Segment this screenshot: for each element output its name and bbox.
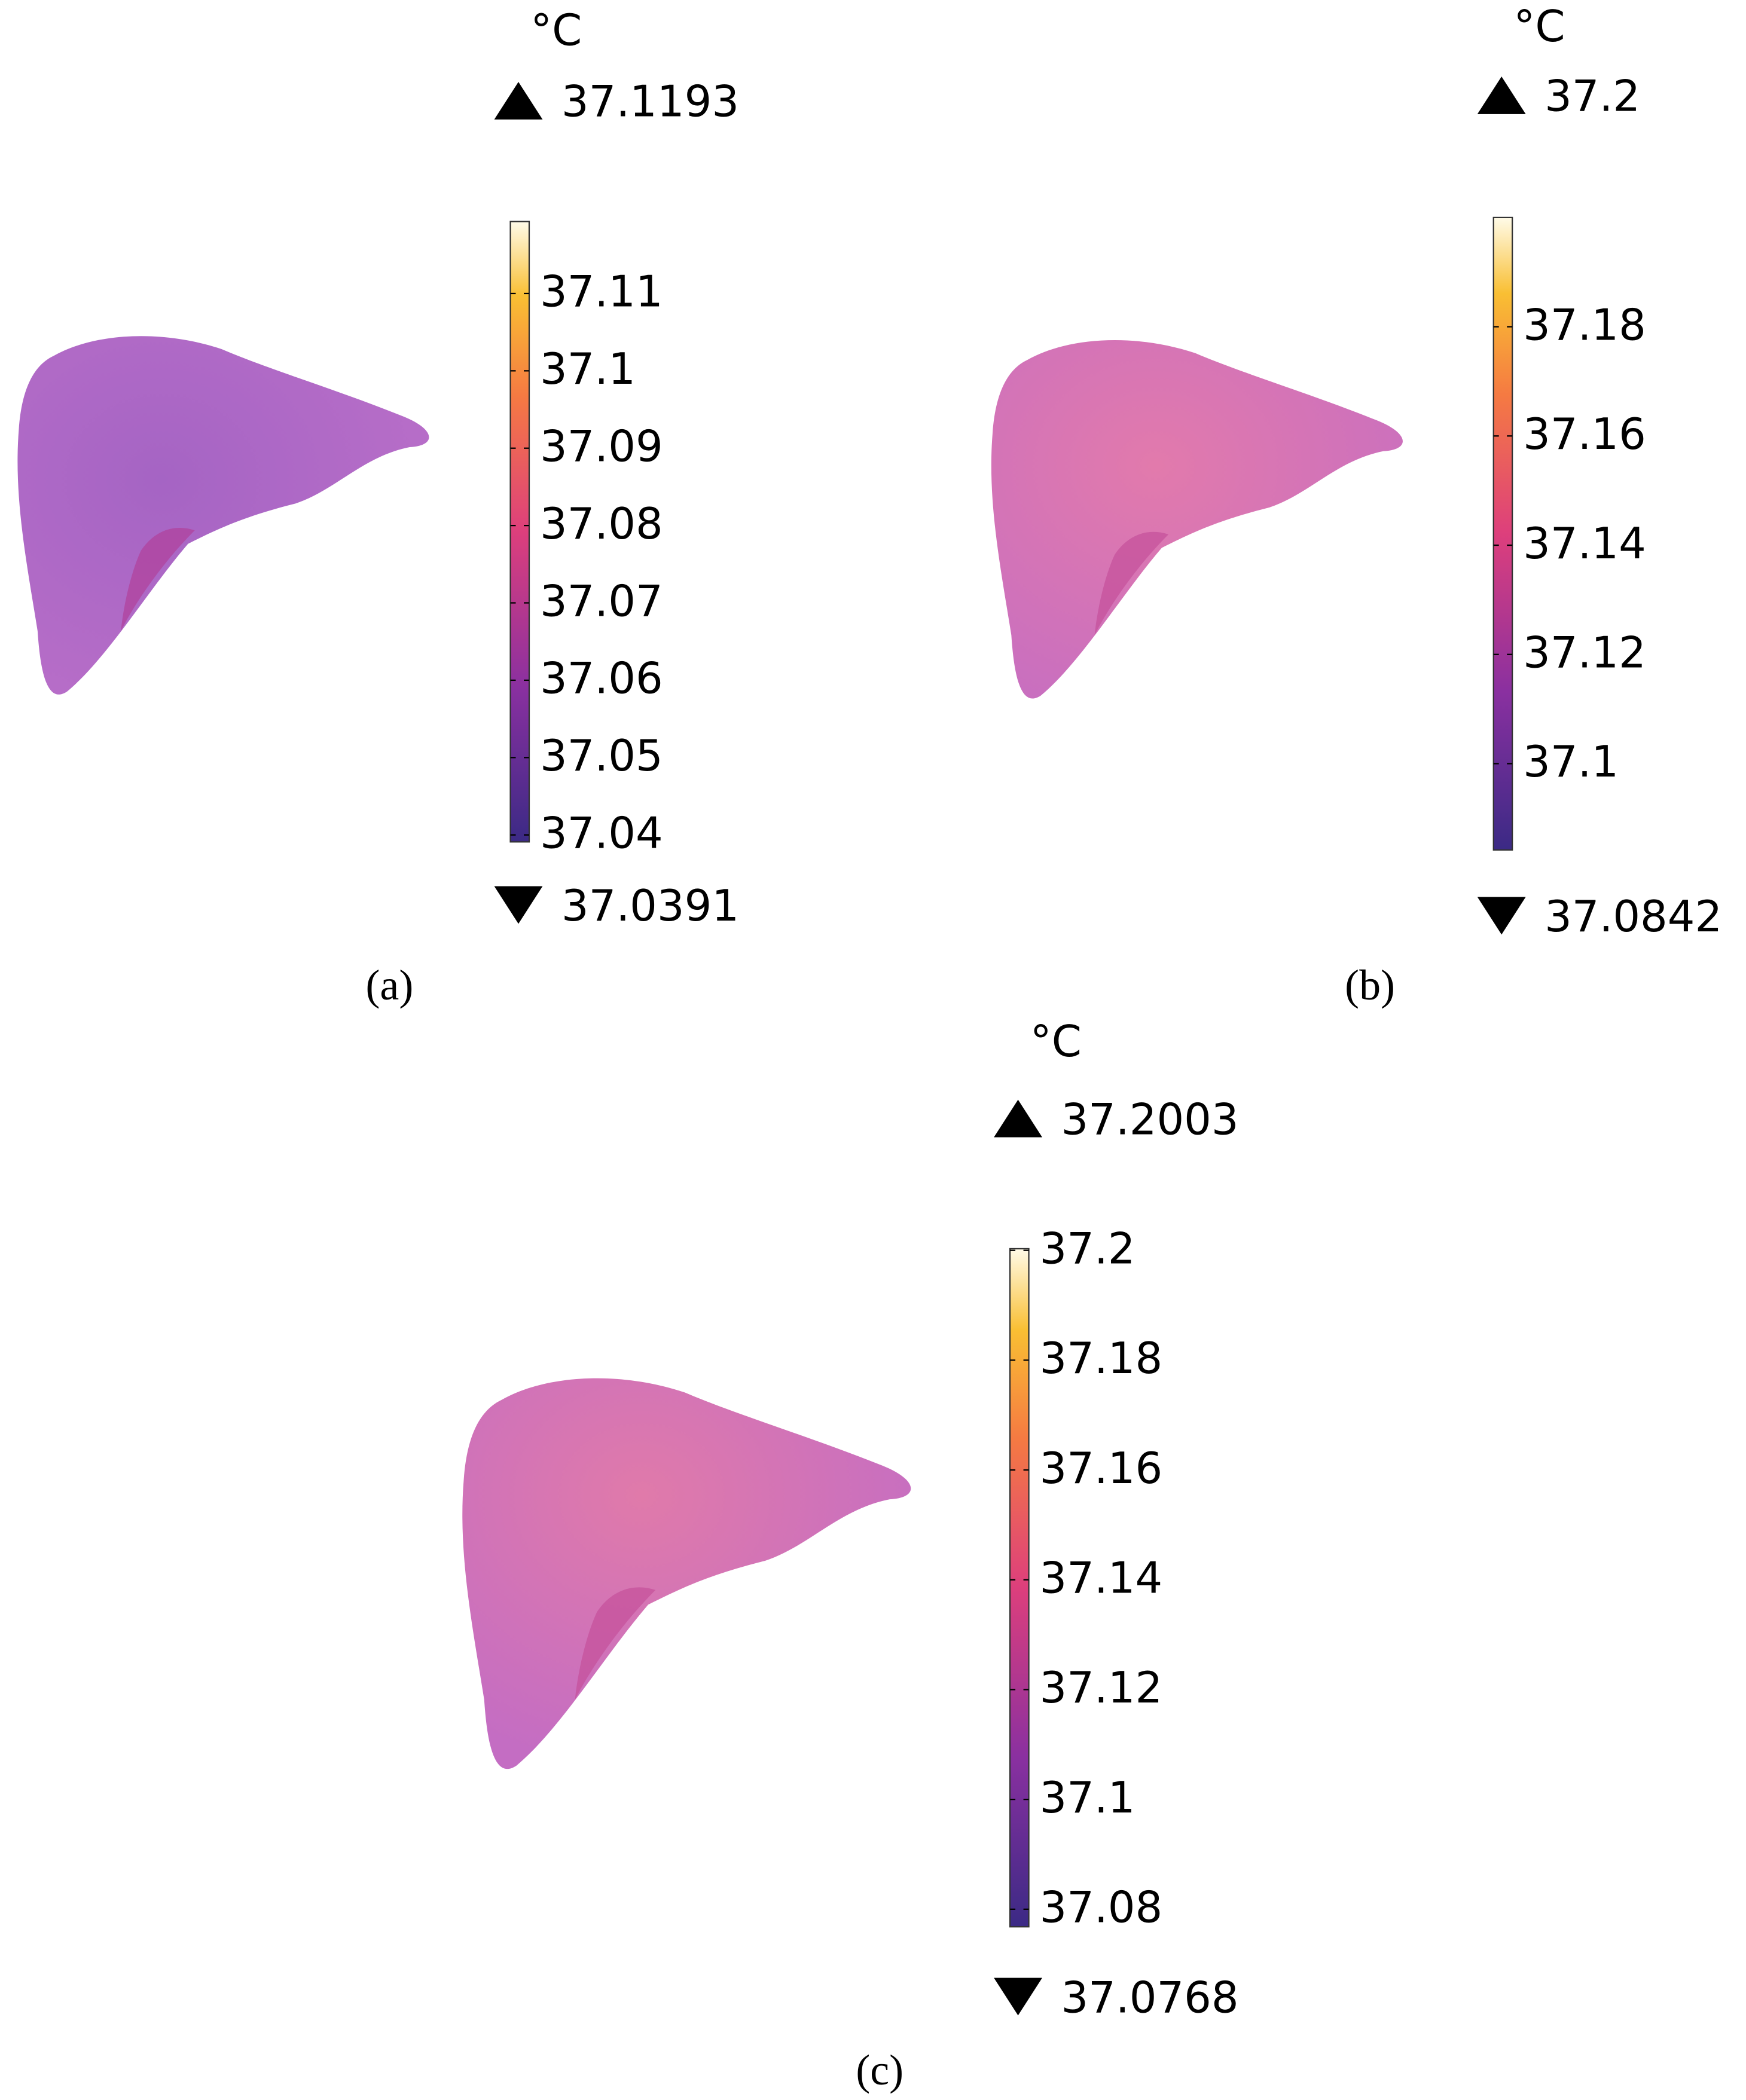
colorbar-tick-label: 37.12 (1040, 1662, 1163, 1713)
colorbar-tick-label: 37.05 (540, 730, 663, 781)
panel: °C 37.2003 37.0768 37.08 37.1 37.12 37.14 37.16… (856, 1016, 1238, 2094)
colorbar-tick-label: 37.16 (1040, 1443, 1163, 1493)
colorbar-tick-label: 37.12 (1523, 628, 1646, 678)
min-marker (1477, 897, 1526, 935)
colorbar-tick-label: 37.1 (1040, 1772, 1135, 1823)
colorbar-tick-label: 37.1 (1523, 736, 1619, 787)
panel: °C 37.2 37.0842 37.1 37.12 37.14 37.16 37.18 (b) (1345, 1, 1722, 1009)
colorbar (1009, 1248, 1030, 1928)
colorbar-tick-label: 37.18 (1040, 1333, 1163, 1383)
min-value: 37.0391 (561, 881, 739, 931)
min-marker (994, 1977, 1043, 2016)
max-value: 37.1193 (561, 77, 739, 127)
colorbar-tick-label: 37.04 (540, 808, 663, 858)
colorbar-tick-label: 37.08 (1040, 1882, 1163, 1933)
colorbar-tick-label: 37.07 (540, 576, 663, 626)
panel-label: (b) (1345, 961, 1395, 1009)
min-value: 37.0842 (1544, 891, 1722, 942)
max-marker (1477, 77, 1526, 114)
unit-label: °C (530, 5, 582, 56)
min-value: 37.0768 (1061, 1972, 1238, 2022)
colorbar-tick-label: 37.14 (1040, 1553, 1163, 1603)
colorbar-tick-label: 37.09 (540, 421, 663, 472)
colorbar-tick-label: 37.06 (540, 653, 663, 704)
colorbar (509, 221, 530, 843)
liver-a (17, 336, 429, 695)
max-marker (494, 82, 543, 120)
panel-label: (c) (856, 2046, 903, 2094)
max-value: 37.2003 (1061, 1094, 1238, 1144)
colorbar-tick-label: 37.2 (1040, 1223, 1135, 1273)
max-value: 37.2 (1544, 71, 1640, 121)
colorbar-tick-label: 37.08 (540, 499, 663, 549)
unit-label: °C (1030, 1016, 1082, 1066)
min-marker (494, 886, 543, 924)
unit-label: °C (1513, 1, 1565, 51)
colorbar-tick-label: 37.18 (1523, 299, 1646, 350)
liver-b (991, 340, 1403, 699)
panel-label: (a) (366, 961, 414, 1009)
colorbar (1492, 216, 1513, 851)
panel: °C 37.1193 37.0391 37.04 37.05 37.06 37.07 37.0… (366, 5, 740, 1009)
colorbar-tick-label: 37.11 (540, 267, 663, 317)
colorbar-tick-label: 37.14 (1523, 518, 1646, 568)
colorbar-tick-label: 37.1 (540, 344, 636, 394)
max-marker (994, 1099, 1043, 1138)
colorbar-tick-label: 37.16 (1523, 409, 1646, 459)
liver-c (462, 1378, 911, 1769)
